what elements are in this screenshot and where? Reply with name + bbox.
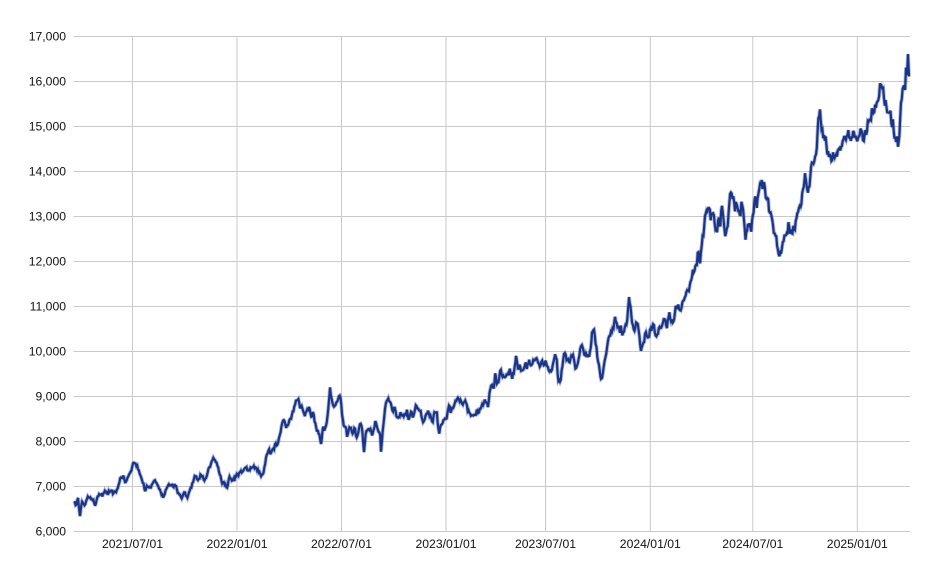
svg-text:16,000: 16,000 (29, 75, 66, 89)
svg-text:10,000: 10,000 (29, 345, 66, 359)
svg-text:15,000: 15,000 (29, 120, 66, 134)
svg-text:14,000: 14,000 (29, 165, 66, 179)
svg-text:2022/07/01: 2022/07/01 (311, 537, 372, 551)
svg-text:9,000: 9,000 (36, 390, 67, 404)
svg-text:13,000: 13,000 (29, 210, 66, 224)
svg-text:2025/01/01: 2025/01/01 (827, 537, 888, 551)
svg-text:6,000: 6,000 (36, 525, 67, 539)
svg-text:2024/01/01: 2024/01/01 (620, 537, 681, 551)
svg-text:2023/01/01: 2023/01/01 (416, 537, 477, 551)
svg-text:2023/07/01: 2023/07/01 (515, 537, 576, 551)
svg-text:8,000: 8,000 (36, 435, 67, 449)
svg-text:2022/01/01: 2022/01/01 (207, 537, 268, 551)
svg-text:17,000: 17,000 (29, 30, 66, 44)
svg-text:2021/07/01: 2021/07/01 (102, 537, 163, 551)
svg-text:12,000: 12,000 (29, 255, 66, 269)
svg-text:11,000: 11,000 (30, 300, 67, 314)
svg-text:7,000: 7,000 (36, 480, 67, 494)
svg-text:2024/07/01: 2024/07/01 (722, 537, 783, 551)
